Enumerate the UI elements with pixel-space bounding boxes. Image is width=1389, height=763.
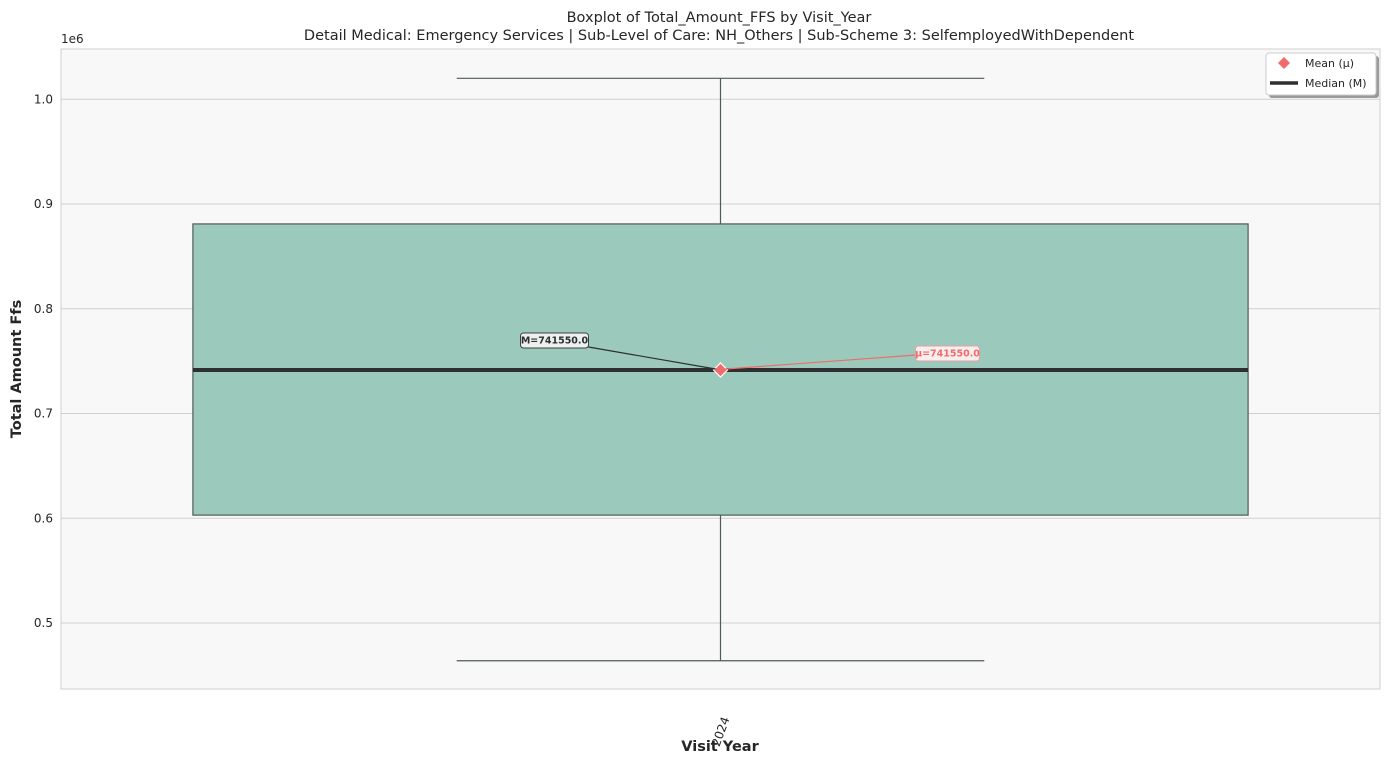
y-axis-label: Total Amount Ffs <box>9 300 25 438</box>
legend-median-label: Median (M) <box>1305 77 1367 90</box>
y-tick-label: 0.9 <box>34 197 53 211</box>
y-tick-label: 1.0 <box>34 92 53 106</box>
y-tick-labels: 0.5 0.6 0.7 0.8 0.9 1.0 <box>34 92 53 630</box>
median-annotation-box <box>520 332 589 349</box>
box-group: M=741550.0 μ=741550.0 <box>192 77 1249 662</box>
chart-subtitle: Detail Medical: Emergency Services | Sub… <box>304 28 1134 44</box>
y-tick-label: 0.8 <box>34 302 53 316</box>
legend-mean-label: Mean (μ) <box>1305 57 1354 70</box>
y-tick-label: 0.6 <box>34 511 53 525</box>
y-tick-label: 0.5 <box>34 616 53 630</box>
mean-annotation-box <box>915 345 980 362</box>
legend: Mean (μ) Median (M) <box>1265 52 1379 98</box>
y-tick-label: 0.7 <box>34 407 53 421</box>
legend-mean-diamond-icon <box>1278 57 1290 69</box>
x-axis-label: Visit Year <box>681 739 759 755</box>
chart-title: Boxplot of Total_Amount_FFS by Visit_Yea… <box>567 10 872 26</box>
median-annotation-arrow <box>588 346 716 370</box>
y-offset-label: 1e6 <box>61 32 84 46</box>
mean-annotation-label: μ=741550.0 <box>915 348 980 359</box>
median-annotation-label: M=741550.0 <box>521 335 589 346</box>
mean-diamond-marker <box>712 362 729 378</box>
mean-annotation-arrow <box>725 354 917 370</box>
